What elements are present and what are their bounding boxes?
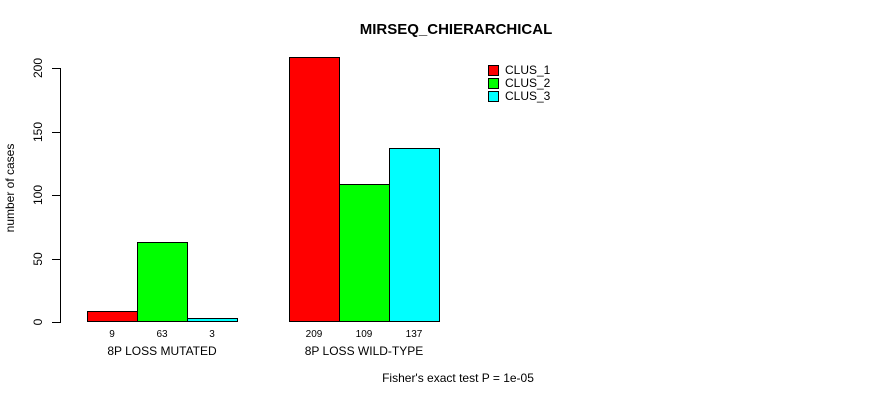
legend-item: CLUS_3 (488, 90, 550, 102)
y-tick (52, 322, 60, 323)
legend-label: CLUS_1 (505, 63, 551, 77)
y-tick-label: 0 (31, 318, 45, 326)
bar-value-label: 209 (305, 329, 323, 340)
legend-swatch (488, 77, 499, 89)
bar (289, 57, 340, 322)
y-tick (52, 68, 60, 69)
legend-item: CLUS_2 (488, 77, 550, 89)
bar-value-label: 9 (109, 329, 115, 340)
y-tick-label: 150 (31, 121, 45, 143)
legend-label: CLUS_2 (505, 76, 551, 90)
y-tick (52, 132, 60, 133)
caption: Fisher's exact test P = 1e-05 (382, 371, 534, 385)
legend-swatch (488, 90, 499, 102)
bar-value-label: 137 (405, 329, 423, 340)
y-tick (52, 259, 60, 260)
y-tick-label: 100 (31, 184, 45, 206)
category-label: 8P LOSS MUTATED (107, 344, 217, 358)
legend-item: CLUS_1 (488, 64, 550, 76)
legend-label: CLUS_3 (505, 89, 551, 103)
bar-value-label: 63 (156, 329, 168, 340)
chart-title: MIRSEQ_CHIERARCHICAL (359, 21, 553, 38)
category-label: 8P LOSS WILD-TYPE (304, 344, 424, 358)
legend-swatch (488, 64, 499, 76)
y-tick-label: 200 (31, 57, 45, 79)
y-tick (52, 195, 60, 196)
bar-value-label: 109 (355, 329, 373, 340)
bar (187, 318, 238, 322)
bar-value-label: 3 (209, 329, 215, 340)
y-axis-label: number of cases (3, 143, 17, 233)
bar (339, 184, 390, 322)
bar (137, 242, 188, 322)
y-axis-line (60, 68, 61, 323)
bar (389, 148, 440, 322)
legend: CLUS_1 CLUS_2 CLUS_3 (488, 64, 550, 103)
y-tick-label: 50 (31, 252, 45, 266)
bar (87, 311, 138, 322)
